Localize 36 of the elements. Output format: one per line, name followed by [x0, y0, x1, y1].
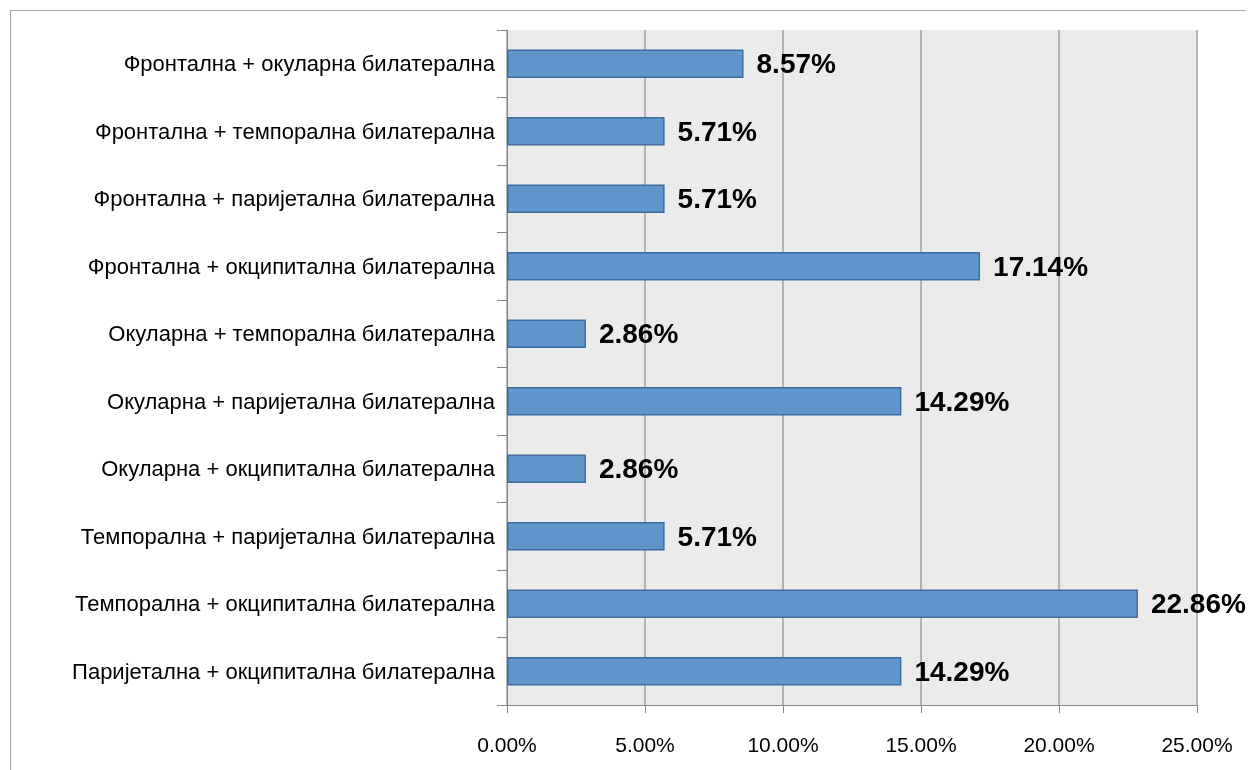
data-label: 22.86% [1150, 588, 1246, 620]
y-tick-label: Окуларна + паријетална билатерална [107, 388, 496, 414]
bar [507, 319, 586, 348]
x-tick-label: 15.00% [885, 733, 957, 756]
data-label: 14.29% [914, 385, 1010, 417]
bar [507, 117, 665, 146]
data-label: 5.71% [677, 520, 758, 552]
y-tick-label: Окуларна + темпорална билатерална [108, 321, 496, 347]
bar [507, 387, 902, 416]
data-label: 2.86% [598, 453, 679, 485]
data-label: 2.86% [598, 318, 679, 350]
y-tick-label: Фронтална + темпорална билатерална [94, 118, 496, 144]
y-tick-label: Фронтална + окуларна билатерална [123, 51, 496, 77]
bar [507, 454, 586, 483]
y-tick-label: Фронтална + паријетална билатерална [93, 186, 496, 212]
bar [507, 589, 1138, 618]
bar [507, 184, 665, 213]
y-tick-label: Фронтална + окципитална билатерална [87, 253, 496, 279]
x-tick-label: 0.00% [477, 733, 537, 756]
x-tick-label: 20.00% [1023, 733, 1095, 756]
data-label: 8.57% [756, 48, 837, 80]
bar [507, 522, 665, 551]
data-label: 5.71% [677, 115, 758, 147]
x-tick-label: 5.00% [615, 733, 675, 756]
bar [507, 252, 981, 281]
y-tick-label: Паријетална + окципитална билатерална [72, 658, 496, 684]
data-label: 17.14% [993, 250, 1089, 282]
x-tick-label: 10.00% [747, 733, 819, 756]
bar [507, 49, 744, 78]
data-label: 5.71% [677, 183, 758, 215]
y-tick-label: Окуларна + окципитална билатерална [101, 456, 496, 482]
y-tick-label: Темпорална + окципитална билатерална [74, 591, 496, 617]
bar [507, 657, 902, 686]
data-label: 14.29% [914, 655, 1010, 687]
y-tick-label: Темпорална + паријетална билатерална [80, 523, 496, 549]
x-tick-label: 25.00% [1161, 733, 1233, 756]
